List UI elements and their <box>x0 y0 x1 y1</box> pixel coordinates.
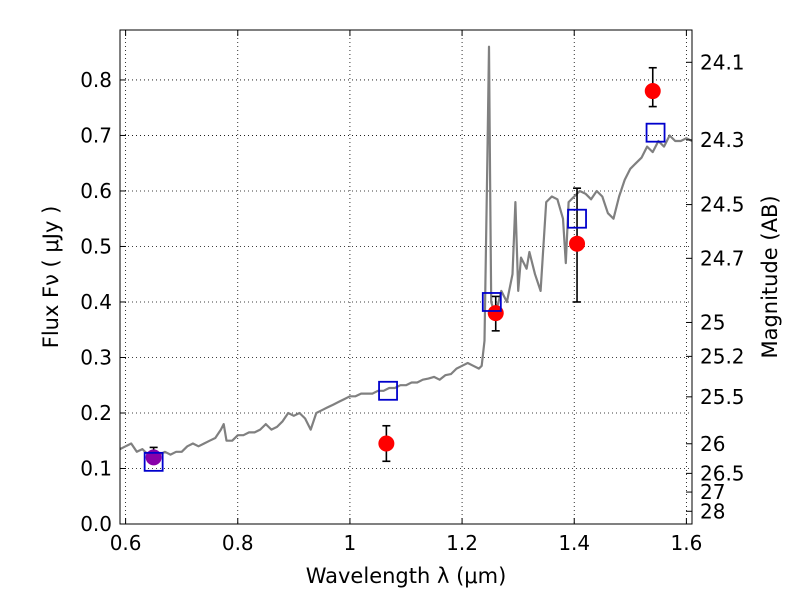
x-tick-label: 0.8 <box>222 531 254 555</box>
y-tick-label: 0.1 <box>80 456 112 480</box>
y2-axis-label: Magnitude (AB) <box>758 195 782 358</box>
x-axis-label: Wavelength λ (μm) <box>306 564 507 588</box>
y-tick-label: 0.6 <box>80 179 112 203</box>
y2-tick-label: 25.2 <box>700 344 745 368</box>
model-spectrum-group <box>120 45 692 456</box>
y-axis-label: Flux Fν ( μJy ) <box>39 206 63 349</box>
synthetic-point <box>378 380 398 401</box>
y-tick-label: 0.3 <box>80 345 112 369</box>
y2-tick-label: 24.3 <box>700 128 745 152</box>
observed-point <box>569 235 586 252</box>
y2-tick-label: 28 <box>700 499 725 523</box>
model-spectrum-line <box>120 45 692 456</box>
y2-tick-label: 24.1 <box>700 50 745 74</box>
y2-tick-label: 26 <box>700 432 725 456</box>
y-tick-label: 0.7 <box>80 123 112 147</box>
x-tick-label: 1.2 <box>446 531 478 555</box>
synthetic-point <box>567 208 587 229</box>
observed-point <box>644 83 661 100</box>
y-tick-label: 0.2 <box>80 401 112 425</box>
y-tick-label: 0.4 <box>80 290 112 314</box>
observed-point <box>378 435 395 452</box>
y-tick-label: 0.8 <box>80 68 112 92</box>
synthetic-point <box>481 292 502 312</box>
synthetic-points-group <box>143 122 666 472</box>
observed-point <box>145 449 162 466</box>
y-tick-label: 0.5 <box>80 234 112 258</box>
observed-points-group <box>145 66 661 466</box>
y2-tick-label: 24.5 <box>700 193 745 217</box>
y-tick-label: 0.0 <box>80 512 112 536</box>
observed-point <box>487 305 504 322</box>
y2-tick-label: 24.7 <box>700 246 745 270</box>
x-tick-label: 1 <box>344 531 357 555</box>
x-axis: 0.6 0.8 1 1.2 1.4 1.6 <box>110 30 702 555</box>
x-tick-label: 0.6 <box>110 531 142 555</box>
y2-tick-label: 27 <box>700 480 725 504</box>
y-axis: 0.0 0.1 0.2 0.3 0.4 0.5 0.6 0.7 0.8 <box>80 68 126 536</box>
y2-tick-label: 25 <box>700 310 725 334</box>
y2-tick-label: 25.5 <box>700 385 745 409</box>
x-tick-label: 1.6 <box>670 531 702 555</box>
plot-area <box>120 30 692 524</box>
synthetic-point <box>645 122 666 143</box>
y2-tick-label: 26.5 <box>700 461 745 485</box>
synthetic-point <box>143 451 164 472</box>
x-tick-label: 1.4 <box>558 531 590 555</box>
plot-frame <box>119 29 693 525</box>
